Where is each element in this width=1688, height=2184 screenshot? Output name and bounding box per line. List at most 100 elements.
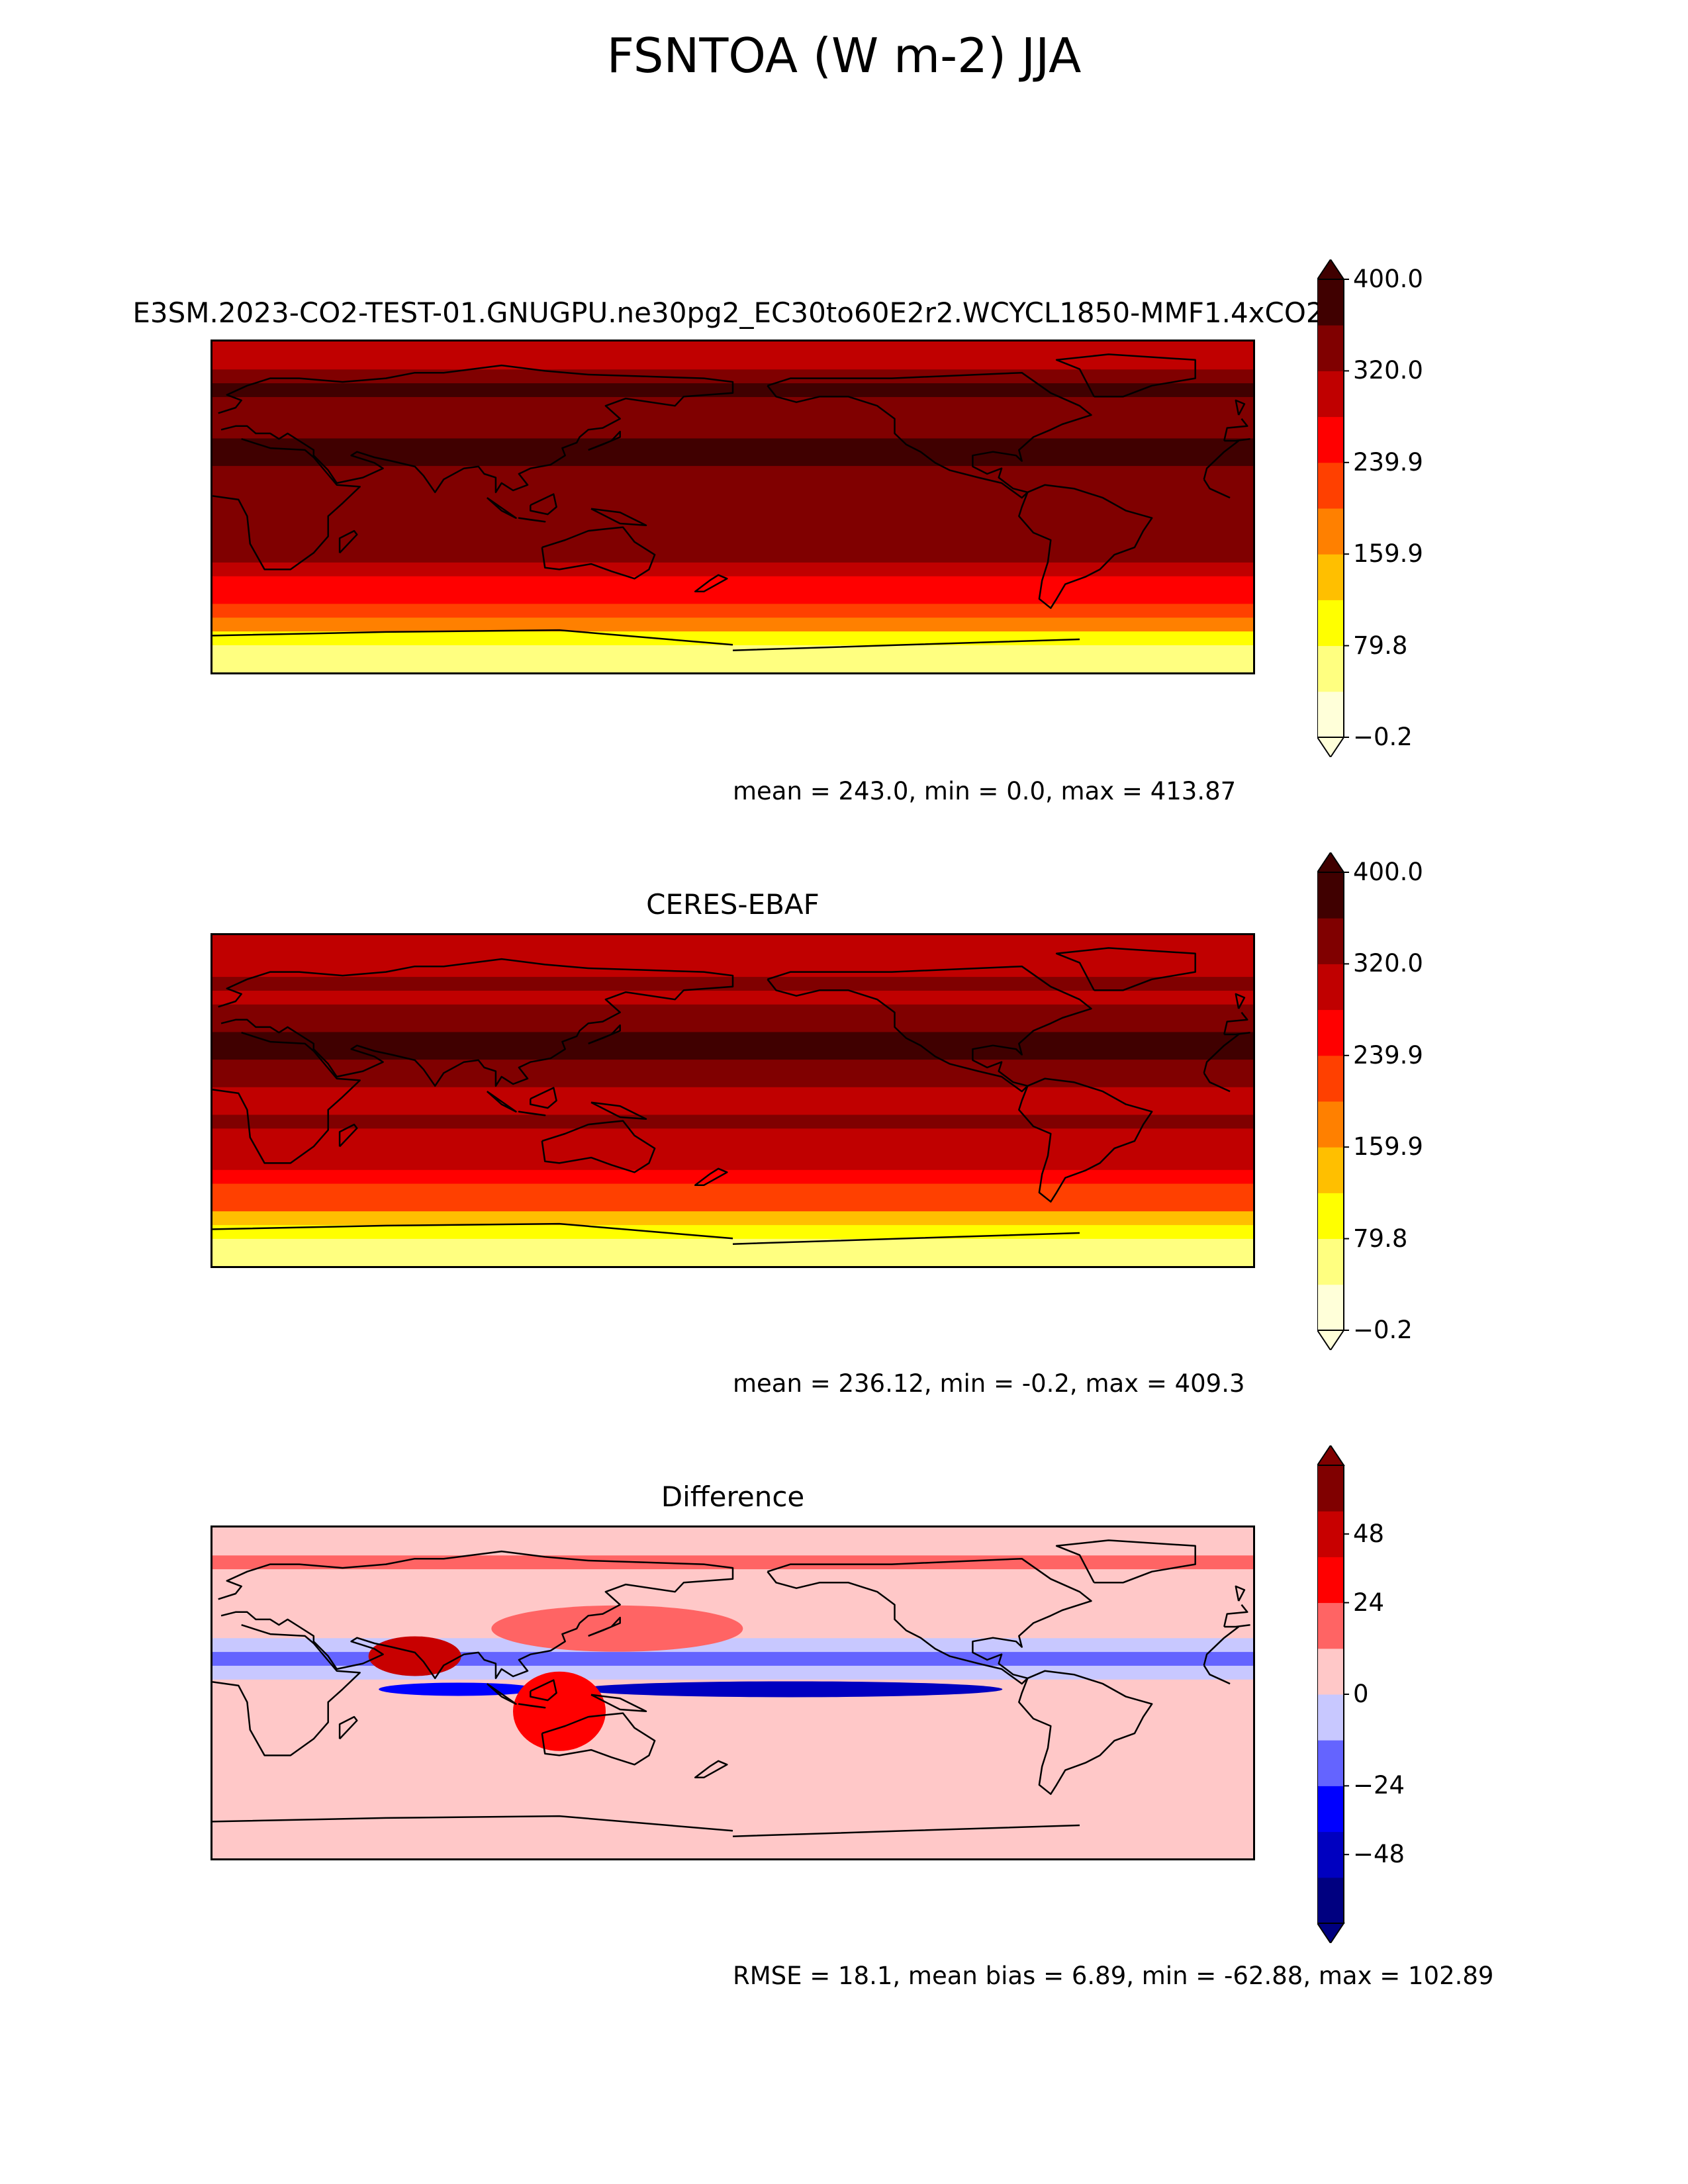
heat-band bbox=[212, 1224, 1253, 1239]
colorbar-extend-min bbox=[1316, 1330, 1345, 1351]
heat-band bbox=[212, 1844, 1253, 1858]
colorbar-swatch bbox=[1317, 1511, 1344, 1557]
colorbar-swatch bbox=[1317, 1648, 1344, 1695]
heat-band bbox=[212, 962, 1253, 978]
heat-band bbox=[212, 1018, 1253, 1032]
colorbar-extend-max bbox=[1316, 1444, 1345, 1466]
colorbar-outline bbox=[1317, 279, 1344, 738]
coastline bbox=[518, 517, 546, 523]
heat-band bbox=[212, 1541, 1253, 1556]
colorbar-swatch bbox=[1317, 1147, 1344, 1193]
coastline bbox=[590, 1101, 647, 1120]
colorbar-reference: 400.0 320.0 239.9 159.9 79.8 −0.2 bbox=[1316, 851, 1423, 1351]
colorbar-swatch bbox=[1317, 325, 1344, 371]
coastline bbox=[486, 1091, 517, 1113]
colorbar-extend-max bbox=[1316, 851, 1345, 873]
coastline bbox=[486, 1683, 517, 1705]
heat-band bbox=[212, 493, 1253, 508]
colorbar-swatch bbox=[1317, 1193, 1344, 1240]
heat-band bbox=[212, 1706, 1253, 1721]
colorbar-tick-label: 159.9 bbox=[1353, 539, 1423, 569]
heat-band bbox=[212, 603, 1253, 618]
heat-band bbox=[212, 659, 1253, 672]
heat-band bbox=[212, 355, 1253, 370]
coastline bbox=[518, 1111, 546, 1116]
heat-band bbox=[212, 645, 1253, 659]
heat-band bbox=[212, 1555, 1253, 1570]
heat-band bbox=[212, 369, 1253, 384]
heat-band bbox=[212, 507, 1253, 522]
colorbar-difference: 48 24 0 −24 −48 bbox=[1316, 1444, 1417, 1944]
heat-band bbox=[212, 341, 1253, 356]
coastline bbox=[1018, 1077, 1153, 1203]
coastline bbox=[694, 1760, 728, 1779]
heat-band bbox=[212, 1720, 1253, 1735]
coastline bbox=[588, 430, 621, 451]
heat-band bbox=[212, 1596, 1253, 1611]
coastline bbox=[338, 1123, 358, 1148]
panel-title-difference: Difference bbox=[661, 1480, 805, 1513]
colorbar-swatch bbox=[1317, 1055, 1344, 1102]
heat-band bbox=[212, 1128, 1253, 1143]
colorbar-swatch bbox=[1317, 872, 1344, 919]
map-test bbox=[211, 340, 1255, 674]
heat-band bbox=[212, 1637, 1253, 1653]
coastline bbox=[767, 1557, 1092, 1685]
coastline bbox=[694, 574, 728, 593]
colorbar-swatch bbox=[1317, 508, 1344, 555]
coastline bbox=[486, 497, 517, 519]
coastline bbox=[218, 1550, 1250, 1680]
coastline bbox=[530, 1679, 557, 1702]
colorbar-swatch bbox=[1317, 1557, 1344, 1604]
coastline bbox=[218, 364, 1250, 494]
coastline bbox=[588, 1024, 621, 1045]
colorbar-swatch bbox=[1317, 691, 1344, 738]
heat-band bbox=[212, 1817, 1253, 1831]
colorbar-tick-label: −24 bbox=[1353, 1771, 1405, 1800]
heat-band bbox=[212, 1610, 1253, 1625]
heat-band bbox=[212, 1748, 1253, 1762]
colorbar-tick-label: 320.0 bbox=[1353, 356, 1423, 385]
heat-band bbox=[212, 1789, 1253, 1804]
coastline bbox=[1235, 1585, 1246, 1602]
heat-band bbox=[212, 1114, 1253, 1129]
heat-band bbox=[212, 410, 1253, 425]
heat-band bbox=[212, 1831, 1253, 1845]
heat-band bbox=[212, 1651, 1253, 1666]
colorbar-tick-label: 24 bbox=[1353, 1588, 1385, 1617]
heat-band bbox=[212, 520, 1253, 535]
coastline bbox=[1055, 353, 1196, 398]
heat-band bbox=[212, 1210, 1253, 1226]
colorbar-tick-label: 0 bbox=[1353, 1680, 1369, 1708]
coastline bbox=[212, 1624, 1239, 1756]
coastline bbox=[590, 1694, 647, 1713]
coastline bbox=[694, 1167, 728, 1187]
heat-band bbox=[212, 1059, 1253, 1073]
colorbar-swatch bbox=[1317, 600, 1344, 647]
colorbar-swatch bbox=[1317, 371, 1344, 418]
colorbar-swatch bbox=[1317, 1694, 1344, 1741]
colorbar-swatch bbox=[1317, 964, 1344, 1011]
colorbar-swatch bbox=[1317, 1465, 1344, 1512]
colorbar-swatch bbox=[1317, 1101, 1344, 1148]
coastline bbox=[767, 965, 1092, 1093]
heat-band bbox=[212, 1762, 1253, 1776]
colorbar-swatch bbox=[1317, 1740, 1344, 1786]
heat-band bbox=[212, 1073, 1253, 1087]
heat-band bbox=[212, 935, 1253, 950]
colorbar-swatch bbox=[1317, 918, 1344, 964]
colorbar-swatch bbox=[1317, 1877, 1344, 1924]
coastlines bbox=[212, 353, 1250, 651]
colorbar-svg bbox=[1316, 1444, 1349, 1944]
coastline bbox=[338, 529, 358, 554]
heat-band bbox=[212, 465, 1253, 480]
coastline bbox=[338, 1715, 358, 1740]
coastline bbox=[1235, 993, 1246, 1009]
heat-band bbox=[212, 1004, 1253, 1019]
heat-band bbox=[212, 1693, 1253, 1707]
coastlines bbox=[212, 947, 1250, 1245]
map-canvas bbox=[212, 1527, 1253, 1858]
map-reference bbox=[211, 933, 1255, 1268]
colorbar-swatch bbox=[1317, 1009, 1344, 1056]
heat-band bbox=[212, 479, 1253, 494]
